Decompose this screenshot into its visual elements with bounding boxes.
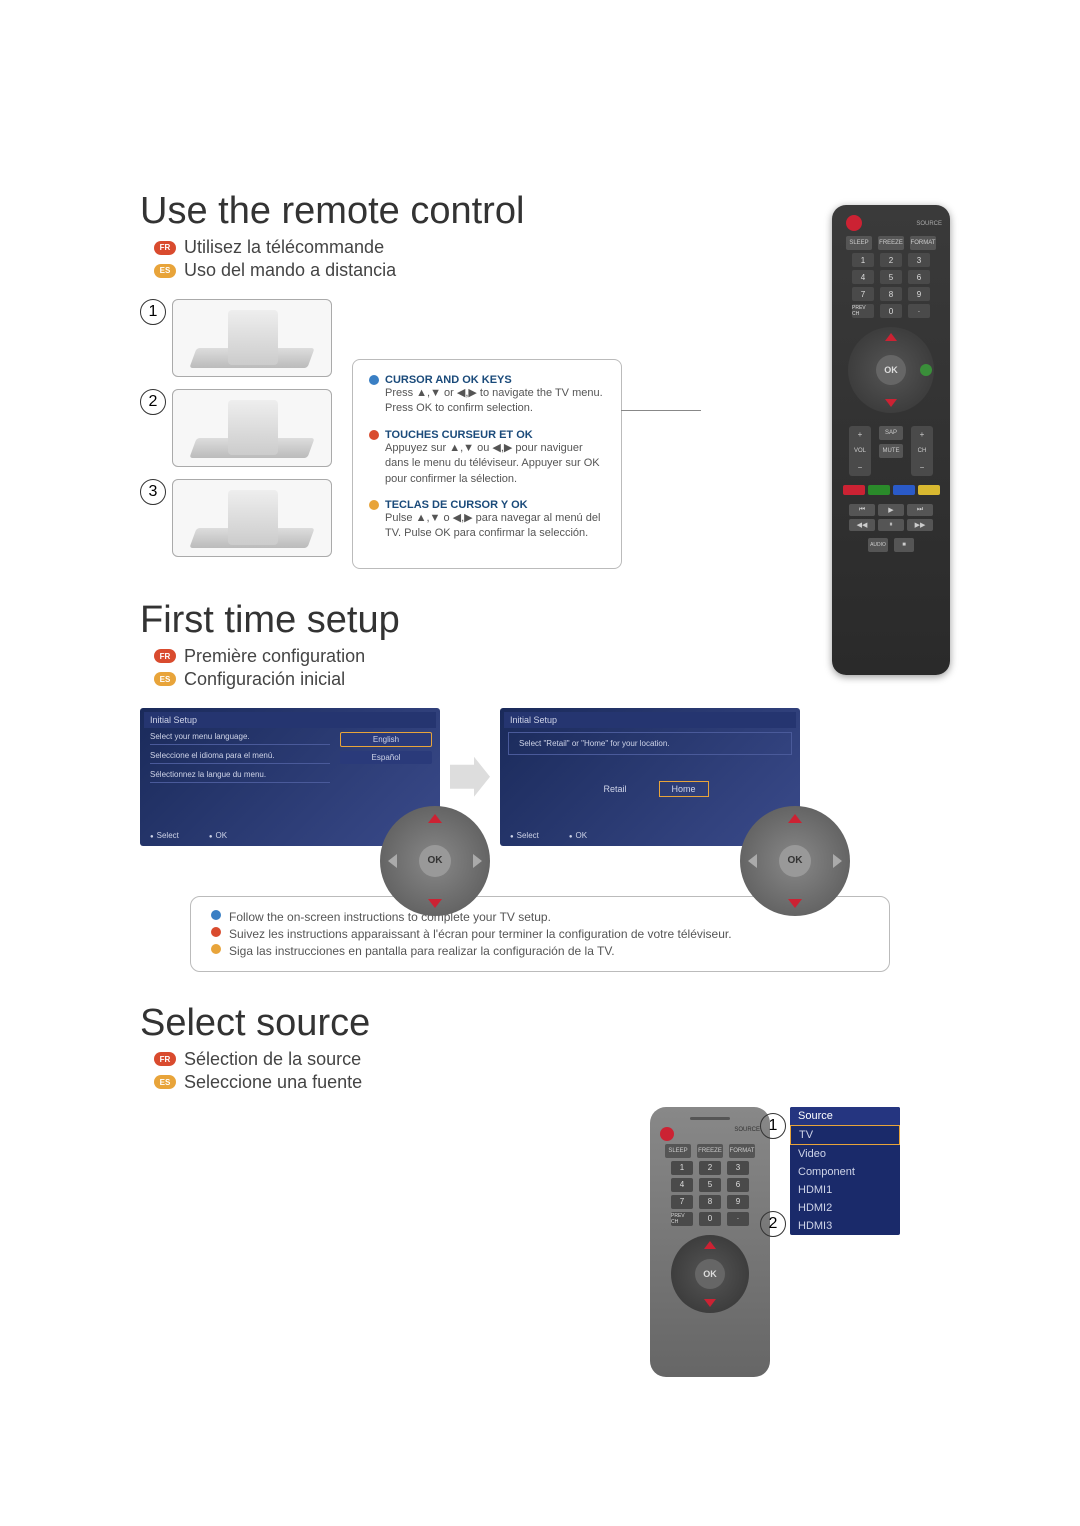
format-sm: FORMAT [729,1144,755,1158]
es-badge: ES [154,264,176,278]
num-2: 2 [880,253,902,267]
fr-badge: FR [154,241,176,255]
section3-title: Select source [140,1002,940,1045]
section2-es: Configuración inicial [184,669,345,690]
num-8: 8 [880,287,902,301]
section-first-setup: First time setup FR Première configuratio… [140,599,940,972]
num-7: 7 [852,287,874,301]
cursor-es-title: TECLAS DE CURSOR Y OK [385,499,528,511]
ch-rocker: +CH− [911,426,933,476]
section1-es-row: ES Uso del mando a distancia [154,260,940,281]
source-hdmi1: HDMI1 [790,1181,900,1199]
num-4: 4 [852,270,874,284]
instr-en: Follow the on-screen instructions to com… [229,910,551,924]
remote-illustration: SOURCE SLEEP FREEZE FORMAT 123 456 789 PRE… [832,205,950,675]
cursor-es-desc: Pulse ▲,▼ o ◀,▶ para navegar al menú del… [385,511,605,542]
cursor-keys-box: CURSOR AND OK KEYS Press ▲,▼ or ◀,▶ to n… [352,359,622,569]
source-menu-header: Source [790,1107,900,1125]
es-badge: ES [154,1075,176,1089]
opt-espanol: Español [340,751,432,764]
screen1-ok: OK [209,831,227,840]
source-hdmi3: HDMI3 [790,1217,900,1235]
source-video: Video [790,1145,900,1163]
sleep-button: SLEEP [846,236,872,250]
vol-rocker: +VOL− [849,426,871,476]
num-9: 9 [908,287,930,301]
power-icon [846,215,862,231]
section-remote: Use the remote control FR Utilisez la té… [140,190,940,569]
freeze-button: FREEZE [878,236,904,250]
cursor-fr-desc: Appuyez sur ▲,▼ ou ◀,▶ pour naviguer dan… [385,441,605,487]
sap-button: SAP [879,426,903,440]
num-0: 0 [880,304,902,318]
num-5: 5 [880,270,902,284]
dpad-illustration-1 [380,806,490,916]
section1-fr: Utilisez la télécommande [184,237,384,258]
callout-2: 2 [760,1211,786,1237]
instr-fr: Suivez les instructions apparaissant à l… [229,927,732,941]
source-label-sm: SOURCE [734,1127,760,1141]
step-2: 2 [140,389,166,415]
stand-illustration-1 [172,299,332,377]
audio-button: AUDIO [868,538,888,552]
step-1: 1 [140,299,166,325]
media-buttons: ⏮▶⏭ ◀◀⏸▶▶ [840,504,942,531]
fr-badge: FR [154,649,176,663]
source-component: Component [790,1163,900,1181]
step-3: 3 [140,479,166,505]
screen2-header: Initial Setup [504,712,796,728]
instr-es: Siga las instrucciones en pantalla para … [229,944,615,958]
cursor-en-title: CURSOR AND OK KEYS [385,374,512,386]
opt-retail: Retail [591,782,638,796]
dpad [848,327,934,413]
mute-button: MUTE [879,444,903,458]
dpad-sm [671,1235,749,1313]
num-dot: · [908,304,930,318]
section1-title: Use the remote control [140,190,940,233]
es-badge: ES [154,672,176,686]
num-1: 1 [852,253,874,267]
source-tv: TV [790,1125,900,1145]
stand-illustration-2 [172,389,332,467]
opt-home: Home [659,781,709,797]
section3-es: Seleccione una fuente [184,1072,362,1093]
power-icon-sm [660,1127,674,1141]
stand-illustration-3 [172,479,332,557]
num-6: 6 [908,270,930,284]
screen2-prompt: Select "Retail" or "Home" for your locat… [508,732,792,755]
prev-ch: PREV CH [852,304,874,318]
fr-badge: FR [154,1052,176,1066]
section1-es: Uso del mando a distancia [184,260,396,281]
screen1-es: Seleccione el idioma para el menú. [150,751,330,764]
freeze-sm: FREEZE [697,1144,723,1158]
callout-1: 1 [760,1113,786,1139]
source-hdmi2: HDMI2 [790,1199,900,1217]
section2-title: First time setup [140,599,940,642]
cursor-fr-title: TOUCHES CURSEUR ET OK [385,429,533,441]
opt-english: English [340,732,432,747]
screen2-select: Select [510,831,539,840]
dpad-illustration-2 [740,806,850,916]
stand-steps: 1 2 3 [140,299,332,569]
source-menu: Source TV Video Component HDMI1 HDMI2 HD… [790,1107,900,1235]
format-button: FORMAT [910,236,936,250]
remote-small: SOURCE SLEEPFREEZEFORMAT 123 456 789 PRE… [650,1107,770,1377]
screen1-select: Select [150,831,179,840]
eco-icon [920,364,932,376]
screen1-header: Initial Setup [144,712,436,728]
section-select-source: Select source FR Sélection de la source E… [140,1002,940,1377]
arrow-icon [450,757,490,797]
screen1-fr: Sélectionnez la langue du menu. [150,770,330,783]
screen2-ok: OK [569,831,587,840]
cursor-en-desc: Press ▲,▼ or ◀,▶ to navigate the TV menu… [385,386,605,417]
num-3: 3 [908,253,930,267]
screen1-en: Select your menu language. [150,732,330,745]
sleep-sm: SLEEP [665,1144,691,1158]
source-label: SOURCE [916,221,942,227]
section1-fr-row: FR Utilisez la télécommande [154,237,940,258]
color-buttons [843,485,940,495]
section2-fr: Première configuration [184,646,365,667]
section3-fr: Sélection de la source [184,1049,361,1070]
